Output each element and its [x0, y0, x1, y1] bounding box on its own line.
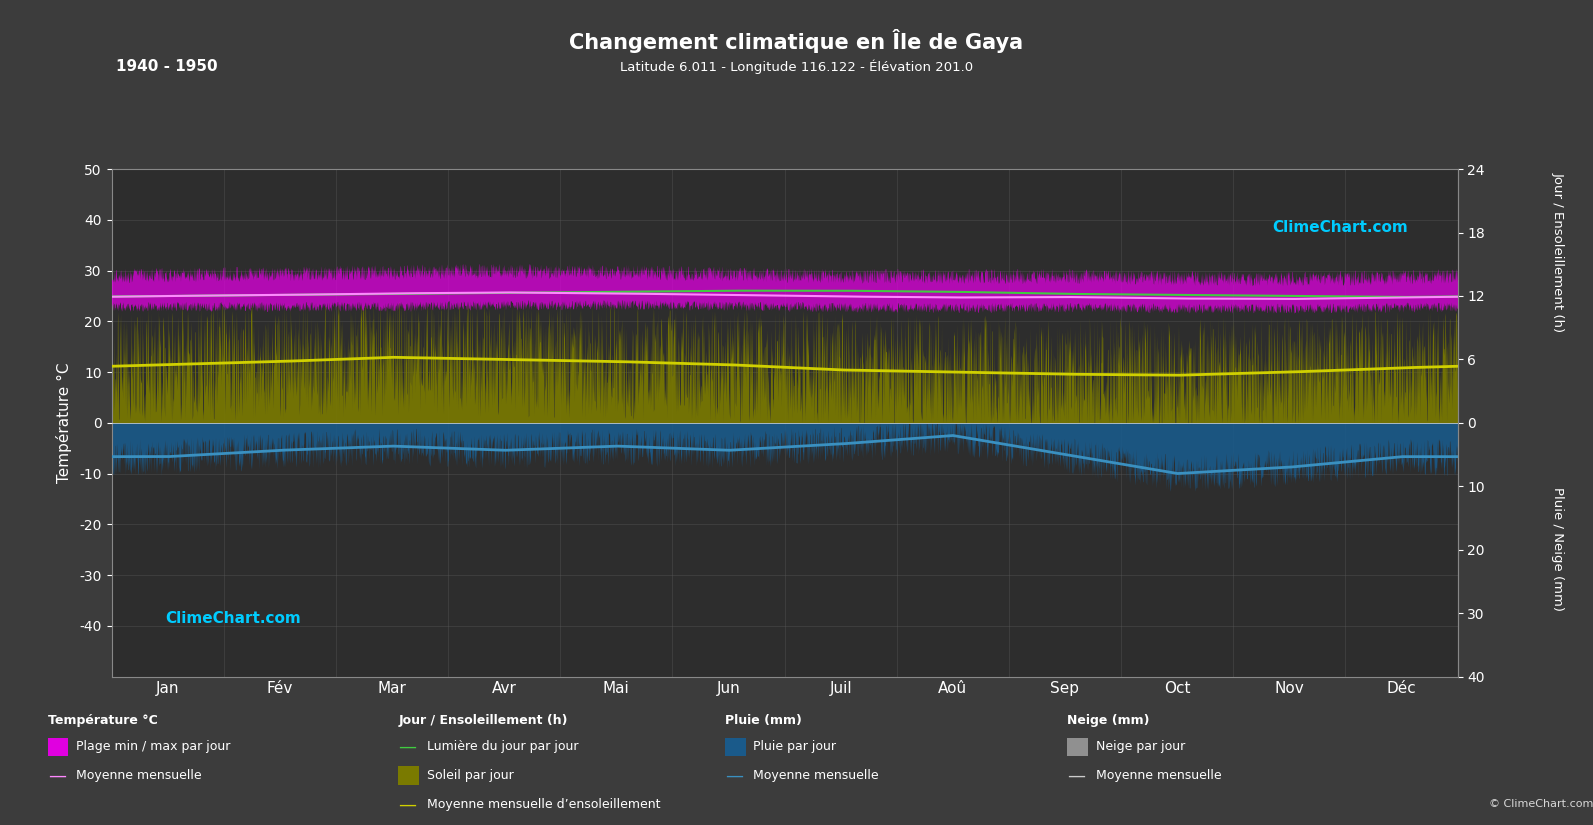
- Text: 1940 - 1950: 1940 - 1950: [116, 59, 218, 74]
- Text: Latitude 6.011 - Longitude 116.122 - Élévation 201.0: Latitude 6.011 - Longitude 116.122 - Élé…: [620, 59, 973, 74]
- Text: Changement climatique en Île de Gaya: Changement climatique en Île de Gaya: [569, 29, 1024, 53]
- Text: Pluie / Neige (mm): Pluie / Neige (mm): [1552, 487, 1564, 610]
- Text: Neige par jour: Neige par jour: [1096, 740, 1185, 753]
- Text: © ClimeChart.com: © ClimeChart.com: [1489, 799, 1593, 809]
- Text: —: —: [48, 766, 65, 785]
- Text: Moyenne mensuelle: Moyenne mensuelle: [76, 769, 202, 782]
- Text: Soleil par jour: Soleil par jour: [427, 769, 513, 782]
- Text: ClimeChart.com: ClimeChart.com: [1271, 220, 1408, 235]
- Text: Jour / Ensoleillement (h): Jour / Ensoleillement (h): [398, 714, 567, 727]
- Y-axis label: Température °C: Température °C: [56, 362, 72, 483]
- Text: ClimeChart.com: ClimeChart.com: [166, 610, 301, 625]
- Text: Jour / Ensoleillement (h): Jour / Ensoleillement (h): [1552, 172, 1564, 332]
- Text: —: —: [725, 766, 742, 785]
- Text: Plage min / max par jour: Plage min / max par jour: [76, 740, 231, 753]
- Text: Pluie par jour: Pluie par jour: [753, 740, 836, 753]
- Text: Lumière du jour par jour: Lumière du jour par jour: [427, 740, 578, 753]
- Text: —: —: [398, 795, 416, 813]
- Text: Moyenne mensuelle: Moyenne mensuelle: [753, 769, 879, 782]
- Text: Neige (mm): Neige (mm): [1067, 714, 1150, 727]
- Text: Température °C: Température °C: [48, 714, 158, 727]
- Text: Moyenne mensuelle d’ensoleillement: Moyenne mensuelle d’ensoleillement: [427, 798, 661, 811]
- Text: —: —: [398, 738, 416, 756]
- Text: —: —: [1067, 766, 1085, 785]
- Text: Pluie (mm): Pluie (mm): [725, 714, 801, 727]
- Text: Moyenne mensuelle: Moyenne mensuelle: [1096, 769, 1222, 782]
